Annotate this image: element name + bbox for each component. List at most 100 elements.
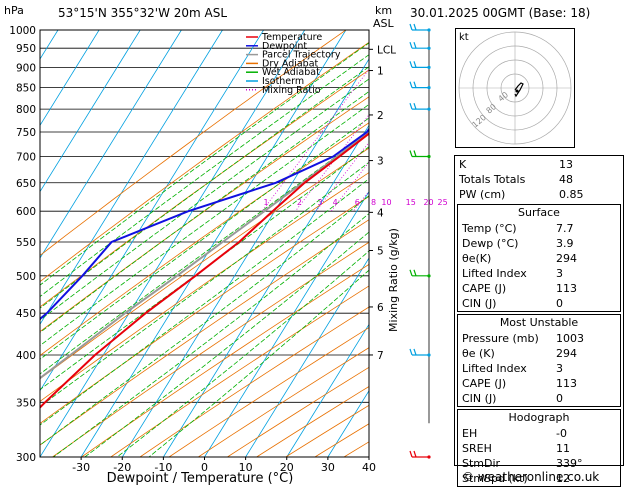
wind-barb-station (427, 455, 430, 458)
pressure-tick-label: 600 (16, 206, 36, 218)
wind-barb-feather (414, 270, 416, 276)
wet-adiabat-line (0, 30, 502, 457)
height-tick-label: 5 (377, 246, 384, 258)
wind-barb-feather (414, 349, 416, 355)
pressure-tick-label: 950 (16, 43, 36, 55)
surface-section: Surface Temp (°C)7.7 Dewp (°C)3.9 θe(K)2… (457, 204, 621, 312)
hodograph-stats-title: Hodograph (458, 410, 620, 426)
wind-barb-feather (414, 103, 416, 109)
hodograph-unit-label: kt (459, 32, 469, 43)
pressure-tick-label: 300 (16, 452, 36, 464)
mixing-ratio-label: 10 (381, 198, 391, 207)
height-tick-label: 6 (377, 302, 384, 314)
height-tick-label: 3 (377, 156, 384, 168)
dewpoint-line (0, 30, 485, 457)
pressure-tick-label: 450 (16, 308, 36, 320)
mu-row: θe (K)294 (458, 346, 620, 361)
wind-barb-feather (414, 82, 416, 88)
height-tick-label: 2 (377, 110, 384, 122)
x-axis-label: Dewpoint / Temperature (°C) (107, 471, 294, 486)
wet-adiabat-line (0, 30, 486, 457)
storm-motion-marker (516, 90, 519, 93)
wet-adiabat-line (0, 30, 403, 457)
wind-barb-feather (410, 61, 412, 67)
parcel-trajectory-line (0, 30, 501, 457)
pressure-tick-label: 650 (16, 178, 36, 190)
asl-label: ASL (373, 17, 395, 30)
height-tick-label: 1 (377, 66, 384, 78)
temperature-tick-label: 40 (362, 461, 376, 474)
pressure-tick-label: 850 (16, 83, 36, 95)
mu-row: Pressure (mb)1003 (458, 331, 620, 346)
wind-barb-station (427, 47, 430, 50)
isotherm-line (0, 30, 17, 457)
wind-barbs (410, 24, 431, 459)
temperature-tick-label: -30 (72, 461, 90, 474)
surface-row: Temp (°C)7.7 (458, 221, 620, 236)
hodo-row: EH-0 (458, 426, 620, 441)
hodograph: kt 40 80 120 (455, 28, 575, 148)
most-unstable-title: Most Unstable (458, 315, 620, 331)
wind-barb-feather (410, 451, 412, 457)
most-unstable-section: Most Unstable Pressure (mb)1003 θe (K)29… (457, 314, 621, 407)
wind-barb-station (427, 274, 430, 277)
wind-barb-feather (410, 270, 412, 276)
wind-barb-feather (410, 349, 412, 355)
wet-adiabat-line (0, 30, 519, 457)
isotherm-line (0, 30, 99, 457)
mixing-ratio-label: 4 (333, 198, 338, 207)
dry-adiabat-line (0, 30, 428, 457)
wind-barb-feather (410, 42, 412, 48)
index-row: PW (cm)0.85 (455, 187, 623, 202)
pressure-tick-label: 700 (16, 151, 36, 163)
pressure-tick-label: 350 (16, 397, 36, 409)
wind-barb-feather (410, 103, 412, 109)
wind-barb-station (427, 353, 430, 356)
surface-row: Dewp (°C)3.9 (458, 236, 620, 251)
wind-barb-station (427, 86, 430, 89)
isotherm-line (122, 30, 387, 457)
wind-barb-feather (414, 42, 416, 48)
pressure-tick-label: 500 (16, 271, 36, 283)
pressure-tick-label: 900 (16, 62, 36, 74)
surface-row: θe(K)294 (458, 251, 620, 266)
wind-barb-station (427, 155, 430, 158)
surface-row: CAPE (J)113 (458, 281, 620, 296)
mixing-ratio-label: 2 (297, 198, 302, 207)
height-tick-label: LCL (377, 44, 396, 56)
height-tick-label: 4 (377, 207, 384, 219)
wind-barb-feather (414, 61, 416, 67)
mixing-ratio-axis-label: Mixing Ratio (g/kg) (387, 228, 400, 332)
mu-row: CIN (J)0 (458, 391, 620, 406)
wind-barb-station (427, 28, 430, 31)
wet-adiabat-line (0, 30, 420, 457)
mixing-ratio-label: 15 (406, 198, 416, 207)
pressure-tick-label: 550 (16, 237, 36, 249)
mixing-ratio-label: 3 (317, 198, 322, 207)
wind-barb-station (427, 66, 430, 69)
pressure-tick-label: 800 (16, 104, 36, 116)
mixing-ratio-label: 20 (423, 198, 433, 207)
mu-row: CAPE (J)113 (458, 376, 620, 391)
wind-barb-station (427, 108, 430, 111)
isotherm-line (205, 30, 470, 457)
pressure-tick-label: 400 (16, 350, 36, 362)
mixing-ratio-label: 25 (438, 198, 448, 207)
temperature-tick-label: 30 (321, 461, 335, 474)
temperature-line (0, 30, 501, 457)
height-tick-label: 7 (377, 350, 384, 362)
wind-barb-feather (410, 82, 412, 88)
wet-adiabat-line (0, 30, 453, 457)
surface-row: CIN (J)0 (458, 296, 620, 311)
km-label: km (375, 4, 392, 17)
credit-text: © weatheronline.co.uk (462, 470, 599, 484)
pressure-tick-label: 1000 (9, 25, 36, 37)
